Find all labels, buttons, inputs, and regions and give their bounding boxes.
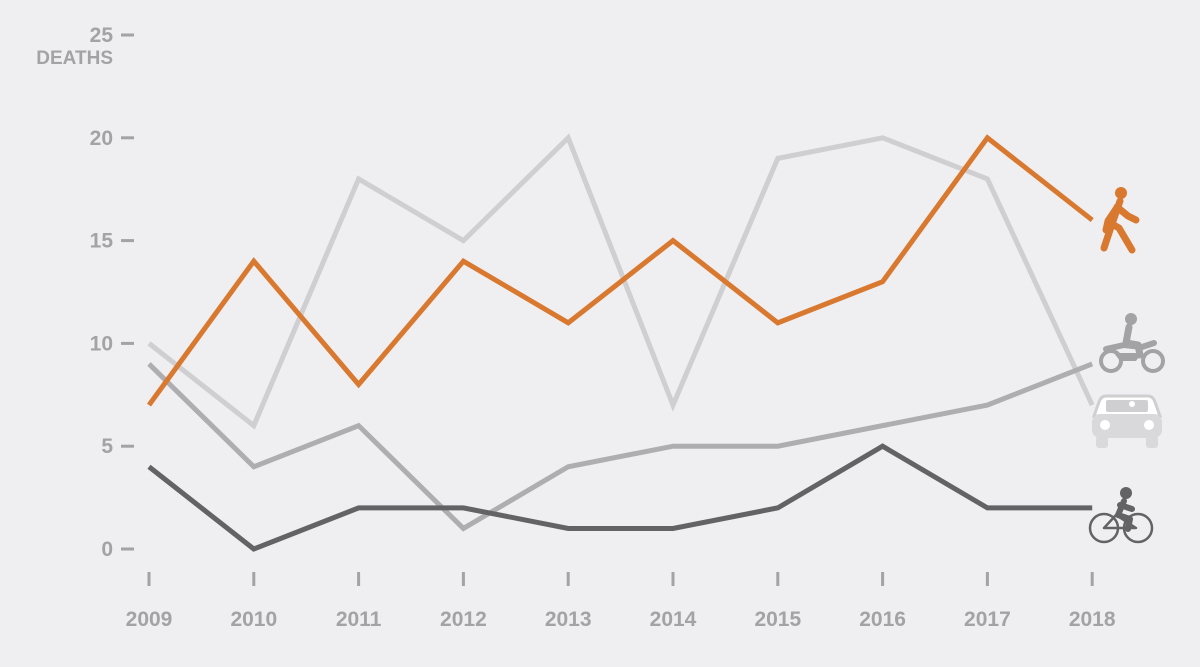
- y-tick-label: 0: [101, 538, 113, 561]
- x-tick-label: 2016: [859, 608, 906, 631]
- x-axis: 2009 2010 2011 2012 2013 2014 2015 2016 2017 2018: [126, 572, 1116, 631]
- x-tick-label: 2009: [126, 608, 173, 631]
- x-tick-label: 2014: [650, 608, 697, 631]
- car-icon: [1091, 394, 1163, 448]
- y-tick-label: 20: [90, 127, 113, 150]
- x-tick-label: 2013: [545, 608, 592, 631]
- x-tick-label: 2018: [1069, 608, 1116, 631]
- y-tick-label: 5: [101, 435, 113, 458]
- series-line-motorcycle: [147, 361, 1094, 532]
- x-tick-label: 2010: [230, 608, 277, 631]
- y-tick-label: 10: [90, 332, 113, 355]
- x-tick-label: 2011: [336, 608, 382, 631]
- bicycle-icon: [1088, 487, 1154, 544]
- y-axis-unit-label: DEATHS: [36, 48, 113, 69]
- x-tick-label: 2017: [964, 608, 1011, 631]
- x-tick-label: 2015: [754, 608, 801, 631]
- series-line-pedestrian: [146, 134, 1094, 407]
- x-tick-label: 2012: [440, 608, 487, 631]
- series-line-bicycle: [147, 443, 1093, 552]
- pedestrian-icon: [1100, 187, 1140, 254]
- motorcycle-icon: [1099, 313, 1165, 373]
- y-tick-label: 15: [90, 230, 114, 253]
- series-lines: [146, 133, 1095, 552]
- y-tick-label: 25: [90, 24, 114, 47]
- legend-icons: [1088, 187, 1165, 544]
- series-line-car: [147, 133, 1095, 430]
- y-axis: 0 5 10 15 20 25: [90, 24, 134, 561]
